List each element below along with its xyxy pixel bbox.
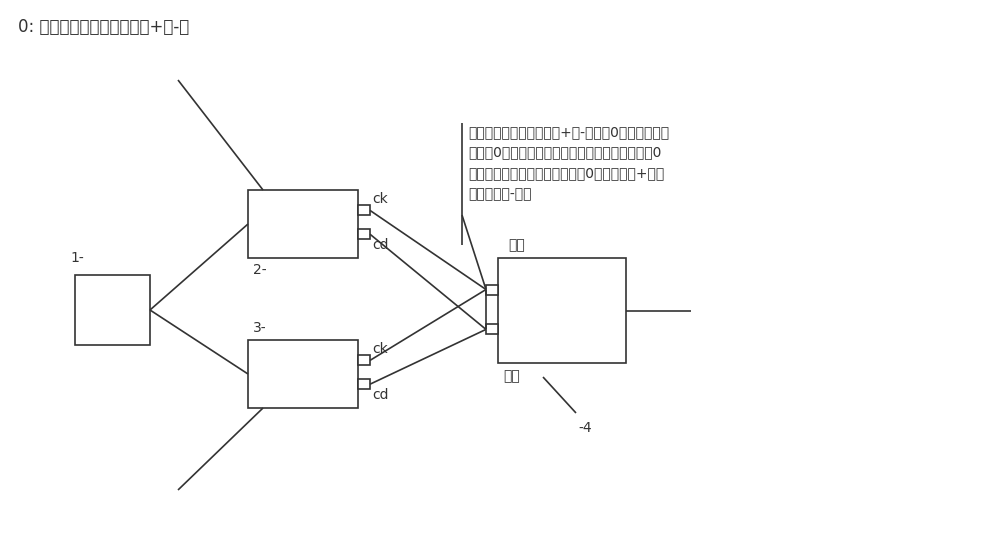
Text: 交流单相电线或直流电线+或-级，与0标识输入正好
相反（0标识接单相火线的话，此处接零线，假如0
标识接零线的话，此处接火线，0标识接直流+级的
话，此处接-级: 交流单相电线或直流电线+或-级，与0标识输入正好 相反（0标识接单相火线的话，此… — [468, 125, 669, 201]
Text: cd: cd — [372, 388, 388, 402]
Bar — [358, 379, 370, 389]
Text: ck: ck — [372, 342, 388, 356]
Bar — [498, 258, 626, 363]
Bar — [358, 229, 370, 239]
Text: cd: cd — [372, 238, 388, 252]
Bar — [486, 324, 498, 334]
Text: -4: -4 — [578, 421, 592, 435]
Text: ck: ck — [372, 192, 388, 206]
Text: 1-: 1- — [70, 251, 84, 265]
Text: 0: 交流单相电线或直流电线+或-级: 0: 交流单相电线或直流电线+或-级 — [18, 18, 189, 36]
Text: 3-: 3- — [253, 321, 267, 335]
Bar — [75, 275, 150, 345]
Text: 正转: 正转 — [508, 238, 525, 252]
Bar — [248, 340, 358, 408]
Text: 反转: 反转 — [503, 369, 520, 383]
Bar — [248, 190, 358, 258]
Bar — [358, 355, 370, 365]
Bar — [358, 205, 370, 215]
Bar — [486, 285, 498, 295]
Text: 2-: 2- — [253, 263, 267, 277]
